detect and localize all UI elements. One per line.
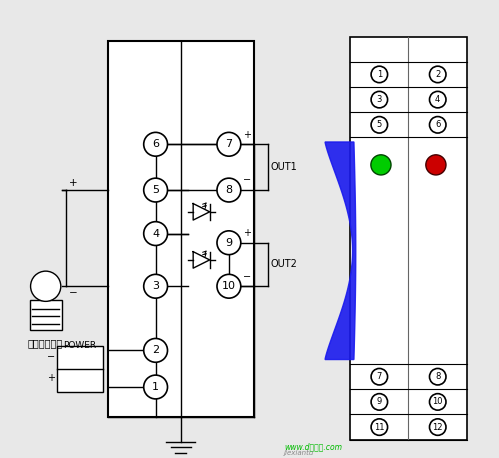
Text: −: − — [47, 352, 55, 362]
Circle shape — [144, 222, 168, 245]
Bar — [107, 41, 254, 417]
Text: 7: 7 — [377, 372, 382, 381]
Text: jiexiantu: jiexiantu — [284, 450, 314, 457]
Text: 10: 10 — [433, 398, 443, 406]
Bar — [350, 37, 467, 440]
Text: 12: 12 — [433, 423, 443, 431]
Circle shape — [430, 419, 446, 435]
Circle shape — [430, 368, 446, 385]
Polygon shape — [325, 142, 356, 360]
Circle shape — [371, 393, 388, 410]
Text: 4: 4 — [152, 229, 159, 239]
Text: 5: 5 — [152, 185, 159, 195]
Text: 2: 2 — [435, 70, 440, 79]
Text: www.d配线图.com: www.d配线图.com — [284, 442, 342, 451]
Text: POWER: POWER — [63, 341, 97, 350]
Circle shape — [217, 274, 241, 298]
Text: 1: 1 — [377, 70, 382, 79]
Text: −: − — [68, 288, 77, 298]
Text: 6: 6 — [152, 139, 159, 149]
Text: 9: 9 — [377, 398, 382, 406]
Text: 4: 4 — [435, 95, 440, 104]
Circle shape — [371, 66, 388, 82]
Circle shape — [144, 375, 168, 399]
Circle shape — [144, 132, 168, 156]
Circle shape — [30, 271, 61, 301]
Bar — [29, 300, 62, 330]
Circle shape — [430, 92, 446, 108]
Text: 5: 5 — [377, 120, 382, 129]
Text: +: + — [243, 228, 250, 238]
Text: 2: 2 — [152, 345, 159, 355]
Text: +: + — [68, 178, 77, 188]
Text: +: + — [47, 373, 55, 383]
Text: 10: 10 — [222, 281, 236, 291]
Circle shape — [430, 393, 446, 410]
Text: 9: 9 — [226, 238, 233, 248]
Text: −: − — [243, 272, 251, 282]
Text: 11: 11 — [374, 423, 385, 431]
Circle shape — [144, 274, 168, 298]
Circle shape — [371, 117, 388, 133]
Circle shape — [430, 117, 446, 133]
Circle shape — [217, 132, 241, 156]
Circle shape — [426, 155, 446, 175]
Circle shape — [217, 231, 241, 255]
Bar — [57, 346, 103, 392]
Circle shape — [217, 178, 241, 202]
Circle shape — [144, 338, 168, 362]
Text: 7: 7 — [226, 139, 233, 149]
Text: 两线制变送器: 两线制变送器 — [27, 338, 62, 349]
Text: 8: 8 — [226, 185, 233, 195]
Text: 6: 6 — [435, 120, 441, 129]
Circle shape — [144, 178, 168, 202]
Circle shape — [430, 66, 446, 82]
Text: 8: 8 — [435, 372, 441, 381]
Text: OUT1: OUT1 — [270, 162, 297, 172]
Text: 1: 1 — [152, 382, 159, 392]
Text: OUT2: OUT2 — [270, 260, 297, 269]
Text: +: + — [243, 130, 250, 140]
Circle shape — [371, 419, 388, 435]
Circle shape — [371, 368, 388, 385]
Circle shape — [371, 92, 388, 108]
Text: 3: 3 — [377, 95, 382, 104]
Circle shape — [371, 155, 391, 175]
Text: 3: 3 — [152, 281, 159, 291]
Text: −: − — [243, 175, 251, 185]
